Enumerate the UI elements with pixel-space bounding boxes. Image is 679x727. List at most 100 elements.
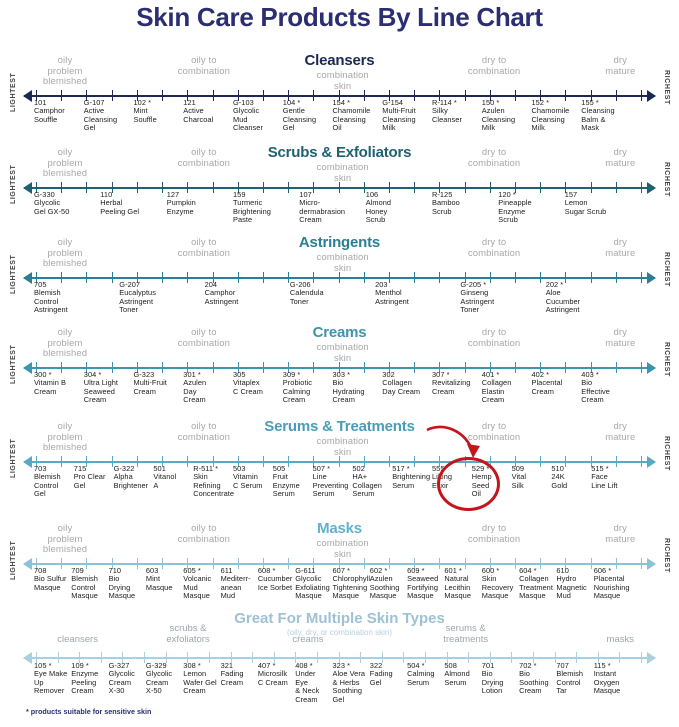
- product-label: 703 Blemish Control Gel: [34, 464, 74, 499]
- axis-tick: [403, 652, 405, 663]
- product-code: 155 *: [581, 98, 599, 107]
- segment-label: combination skin: [316, 70, 369, 92]
- product-name: Alpha Brightener: [113, 472, 149, 490]
- axis-tick: [515, 558, 516, 569]
- segment-label: dry mature: [605, 55, 636, 77]
- axis-line: [24, 563, 655, 565]
- segment-label: oily to combination: [177, 421, 230, 443]
- product-label: 402 * Placental Cream: [531, 370, 580, 396]
- axis-tick: [313, 456, 315, 467]
- axis-tick: [262, 362, 264, 373]
- axis-tick: [439, 456, 441, 467]
- product-name: Azulen Cleansing Milk: [481, 106, 516, 133]
- segment-label: oily to combination: [177, 55, 230, 77]
- product-label: G-322 Alpha Brightener: [113, 464, 154, 490]
- product-name: Cucumber Ice Sorbet: [257, 574, 293, 592]
- product-name: Bio Hydrating Cream: [332, 378, 365, 405]
- product-name: Chamomile Cleansing Milk: [531, 106, 570, 133]
- axis-tick: [619, 652, 621, 663]
- product-name: Vitanol A: [153, 472, 177, 490]
- product-code: G-330: [34, 190, 55, 199]
- product-name: Glycolic Exfoliating Masque: [295, 574, 330, 601]
- axis-tick: [237, 456, 239, 467]
- segment-label: combination skin: [316, 436, 369, 458]
- product-code: 611: [220, 566, 233, 575]
- product-name: Blemish Control Masque: [71, 574, 98, 601]
- product-code: 604 *: [519, 566, 537, 575]
- product-name: Pumpkin Enzyme: [166, 198, 196, 216]
- product-code: 709: [71, 566, 84, 575]
- segment-label: oily problem blemished: [42, 55, 88, 87]
- product-code: 402 *: [531, 370, 550, 379]
- axis-tick: [136, 272, 138, 283]
- product-label: 309 * Probiotic Calming Cream: [283, 370, 331, 405]
- page-title: Skin Care Products By Line Chart: [136, 2, 543, 32]
- axis-tick: [414, 272, 416, 283]
- axis-tick: [363, 362, 365, 373]
- axis-tick: [136, 558, 138, 569]
- product-code: 159: [233, 190, 246, 199]
- product-name: Multi-Fruit Cream: [133, 378, 167, 396]
- axis-tick: [590, 456, 592, 467]
- product-name: Eucalyptus Astringent Toner: [119, 288, 156, 315]
- product-name: Bamboo Scrub: [432, 198, 460, 216]
- product-label: 508 Almond Serum: [444, 661, 479, 687]
- segment-label: oily to combination: [177, 523, 230, 545]
- axis-arrow-right-icon: [647, 182, 656, 194]
- product-code: 101: [34, 98, 47, 107]
- axis-tick: [237, 182, 239, 193]
- axis-arrow-left-icon: [23, 90, 32, 102]
- axis-tick: [288, 456, 290, 467]
- axis-tick: [187, 456, 189, 467]
- axis-tick: [316, 652, 318, 663]
- segment-label: oily problem blemished: [42, 327, 88, 359]
- product-name: Almond Honey Scrub: [365, 198, 392, 225]
- axis-tick: [165, 652, 167, 663]
- axis-arrow-left-icon: [23, 652, 32, 664]
- axis-tick: [61, 456, 63, 467]
- segment-label: oily problem blemished: [42, 523, 88, 555]
- product-name: Aloe Vera & Herbs Soothing Gel: [332, 669, 365, 704]
- axis-astringents: [23, 272, 656, 284]
- product-label: 501 Vitanol A: [153, 464, 193, 490]
- axis-arrow-right-icon: [647, 362, 656, 374]
- row-title: Scrubs & Exfoliators: [267, 144, 412, 161]
- product-name: Collagen Elastin Cream: [481, 378, 512, 405]
- axis-scrubs-exfoliators: [23, 182, 656, 194]
- axis-tick: [36, 652, 37, 663]
- axis-tick: [36, 272, 37, 283]
- product-name: Multi-Fruit Cleansing Milk: [382, 106, 416, 133]
- product-name: Line Preventing Serum: [312, 472, 349, 499]
- axis-tick: [86, 362, 88, 373]
- product-code: 322: [369, 661, 383, 670]
- row-title: Astringents: [298, 234, 381, 251]
- product-name: Calming Serum: [407, 669, 435, 687]
- axis-tick: [615, 182, 617, 193]
- product-label: 609 * Seaweed Fortifying Masque: [407, 566, 447, 601]
- product-name: Almond Serum: [444, 669, 470, 687]
- axis-tick: [208, 652, 210, 663]
- product-name: Hydro Magnetic Mud: [556, 574, 587, 601]
- product-name: Instant Oxygen Masque: [593, 669, 621, 696]
- axis-tick: [511, 652, 513, 663]
- product-code: 300 *: [34, 370, 52, 379]
- product-code: 517 *: [392, 464, 410, 473]
- product-label: G-154 Multi-Fruit Cleansing Milk: [382, 98, 430, 133]
- product-code: 121: [183, 98, 196, 107]
- product-label: G-207 Eucalyptus Astringent Toner: [119, 280, 202, 315]
- axis-tick: [111, 90, 113, 101]
- product-label: 121 Active Charcoal: [183, 98, 231, 124]
- product-label: 203 Menthol Astringent: [375, 280, 458, 306]
- product-name: Glycolic Gel GX-50: [34, 198, 70, 216]
- row-title: Serums & Treatments: [264, 418, 415, 435]
- product-label: 707 Blemish Control Tar: [556, 661, 591, 696]
- product-label: 154 * Chamomile Cleansing Oil: [333, 98, 381, 133]
- segment-label: combination skin: [316, 162, 369, 184]
- axis-cleansers: [23, 90, 656, 102]
- product-label: 708 Bio Sulfur Masque: [34, 566, 74, 592]
- axis-tick: [641, 182, 642, 193]
- product-label: 517 * Brightening Serum: [392, 464, 432, 490]
- product-name: Enzyme Peeling Cream: [71, 669, 99, 696]
- axis-tick: [36, 456, 37, 467]
- axis-tick: [515, 90, 516, 101]
